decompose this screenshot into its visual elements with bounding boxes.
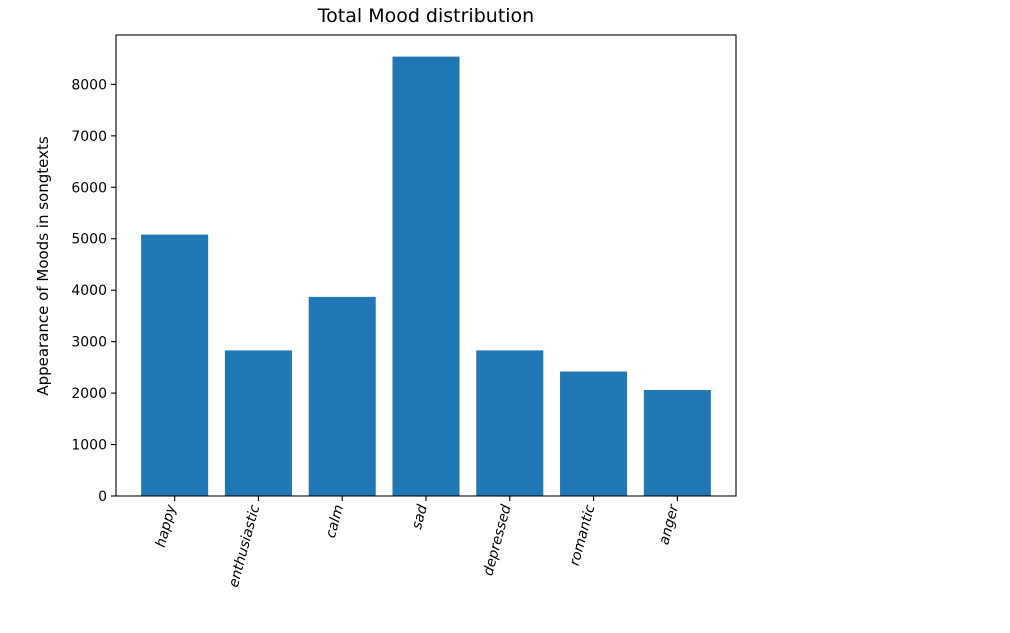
x-tick-label: romantic [567,503,599,568]
bar-calm [308,296,376,496]
y-tick-label: 3000 [71,335,107,351]
bar-depressed [476,350,544,496]
y-tick-label: 5000 [71,232,107,248]
y-tick-label: 6000 [71,180,107,196]
x-tick-label: happy [153,502,180,549]
y-tick-label: 8000 [71,77,107,93]
y-tick-label: 2000 [71,386,107,402]
y-tick-label: 7000 [71,129,107,145]
y-tick-label: 0 [98,489,107,505]
bar-happy [141,234,209,497]
x-tick-label: depressed [480,503,514,578]
plot-area-frame [115,34,737,497]
bar-romantic [560,371,628,496]
x-tick-label: enthusiastic [226,503,263,589]
x-tick-label: anger [656,502,682,547]
y-tick-label: 1000 [71,438,107,454]
x-axis-ticks: happy enthusiastic calm sad depressed romanti… [153,496,683,589]
chart-title: Total Mood distribution [317,5,534,27]
bars [141,56,711,497]
x-tick-label: calm [323,503,347,540]
bar-enthusiastic [224,350,292,496]
bar-anger [643,390,711,496]
x-tick-label: sad [409,503,431,531]
y-axis-label: Appearance of Moods in songtexts [34,136,52,396]
y-tick-label: 4000 [71,283,107,299]
y-axis-ticks: 0 1000 2000 3000 4000 5000 6000 7000 8000 [71,77,116,505]
bar-sad [392,56,460,496]
